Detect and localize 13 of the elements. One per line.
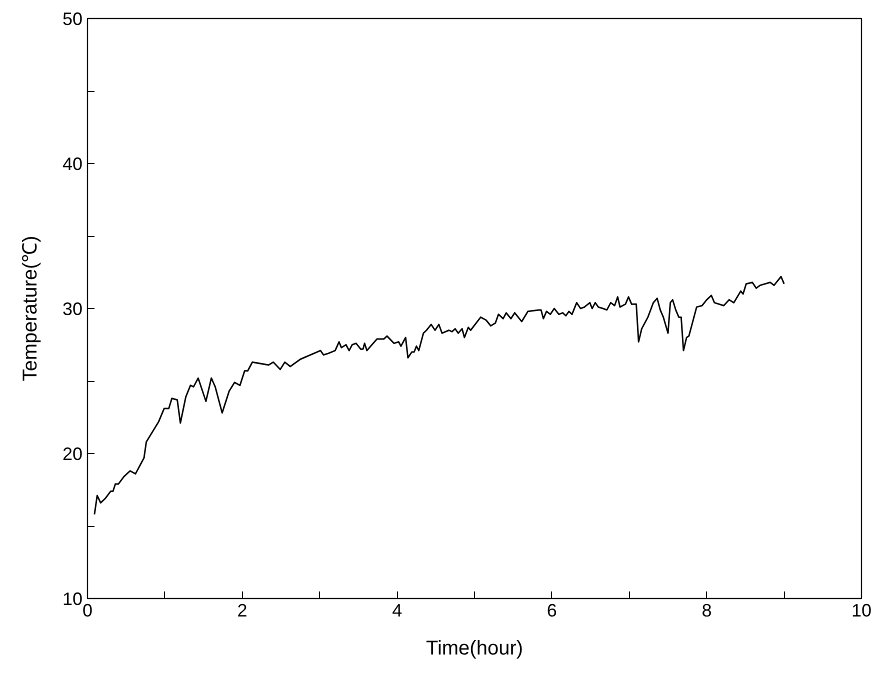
line-series [94, 276, 785, 516]
x-axis-title: Time(hour) [426, 638, 524, 660]
y-tick-label: 40 [62, 154, 83, 174]
x-tick-label: 0 [82, 600, 93, 620]
x-tick-label: 8 [702, 600, 712, 620]
x-tick-label: 4 [392, 600, 402, 620]
x-tick-label: 6 [546, 600, 557, 620]
y-tick-label: 30 [62, 299, 83, 319]
x-tick-label: 2 [237, 600, 248, 620]
x-tick-label: 10 [851, 600, 872, 620]
y-tick-label: 20 [62, 444, 83, 464]
y-axis-title: Temperature(℃) [19, 236, 42, 382]
y-tick-label: 50 [62, 9, 83, 29]
